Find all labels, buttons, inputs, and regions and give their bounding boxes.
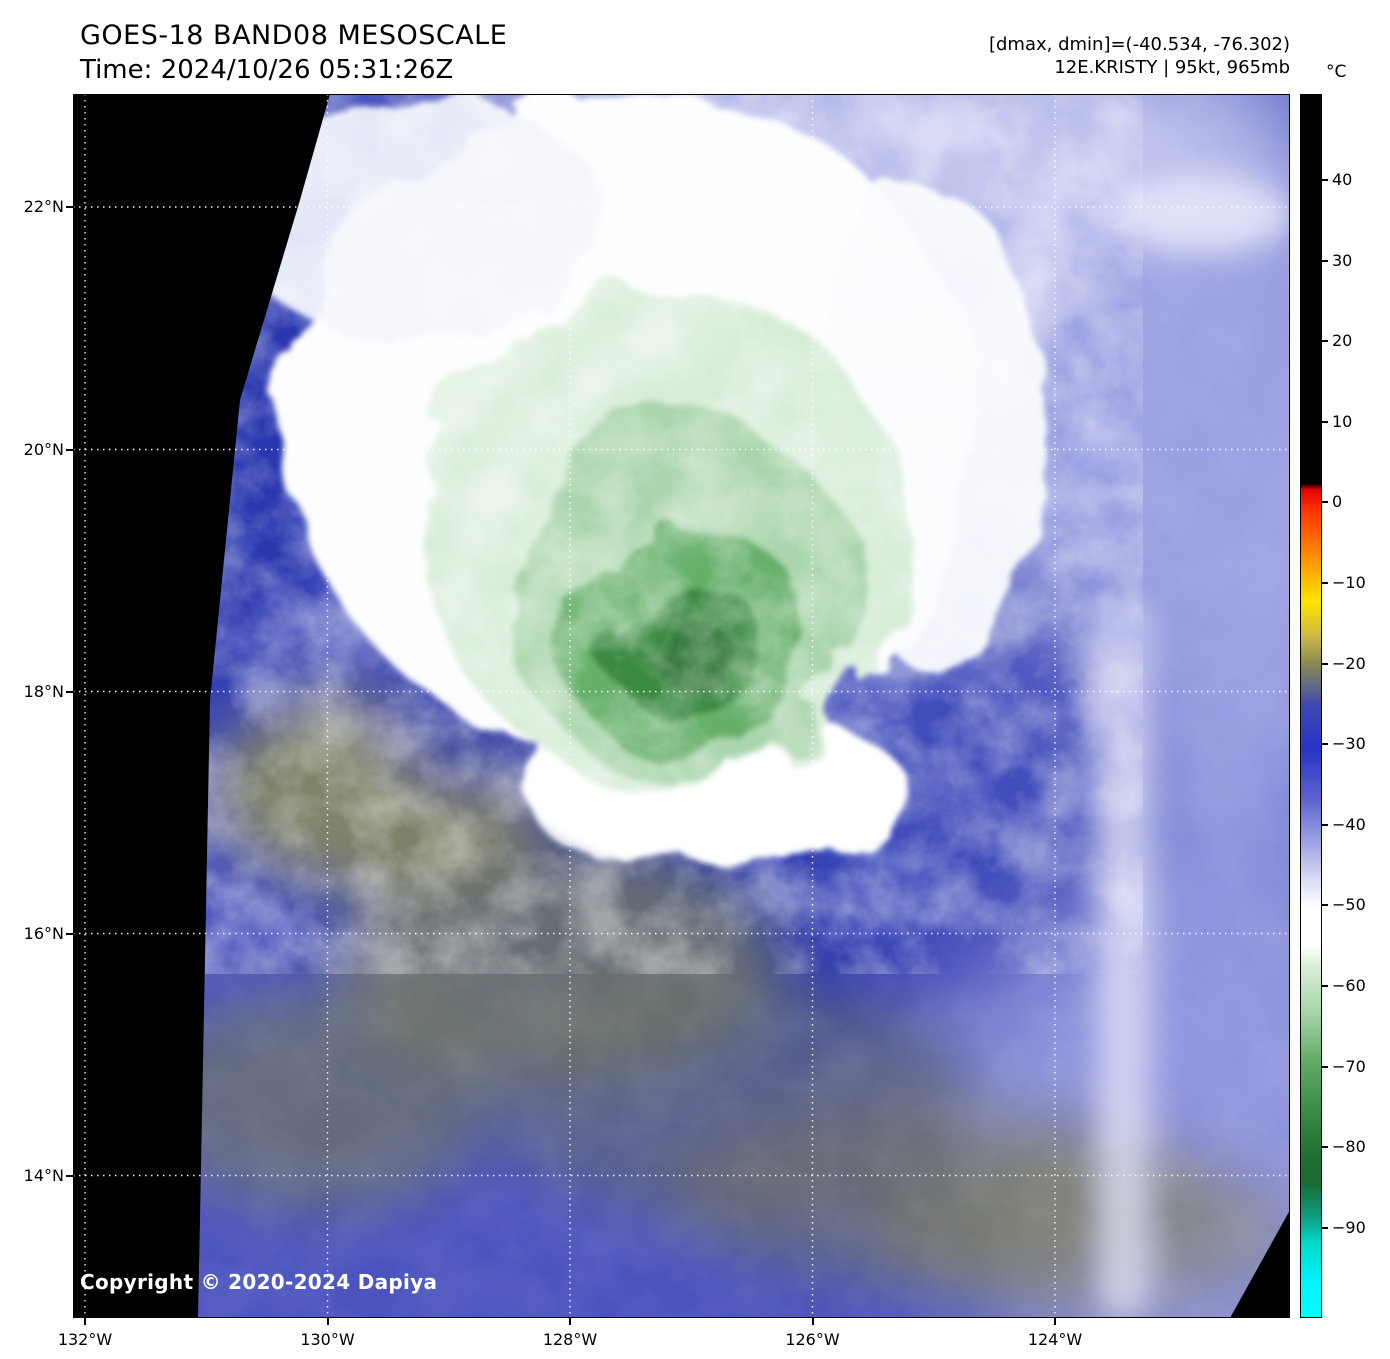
lon-tick-mark <box>569 1318 571 1325</box>
colorbar-tick-mark <box>1322 904 1328 907</box>
copyright-label: Copyright © 2020-2024 Dapiya <box>80 1270 438 1294</box>
colorbar-tick-label: −10 <box>1332 573 1366 592</box>
lat-tick-label: 18°N <box>23 681 64 701</box>
storm-info-label: 12E.KRISTY | 95kt, 965mb <box>1054 57 1290 78</box>
colorbar-tick-mark <box>1322 1065 1328 1068</box>
colorbar-tick-label: 30 <box>1332 250 1353 270</box>
lon-tick-label: 126°W <box>785 1330 840 1349</box>
satellite-map: Copyright © 2020-2024 Dapiya <box>73 94 1290 1318</box>
colorbar-tick-mark <box>1322 501 1328 504</box>
dmax-dmin-label: [dmax, dmin]=(-40.534, -76.302) <box>988 34 1290 55</box>
colorbar-tick-mark <box>1322 420 1328 423</box>
lat-tick-mark <box>66 448 73 451</box>
lon-tick-mark <box>1054 1318 1056 1325</box>
colorbar-tick-mark <box>1322 985 1328 987</box>
colorbar-tick-label: −60 <box>1332 976 1366 995</box>
colorbar-tick-label: 20 <box>1332 331 1353 351</box>
colorbar-tick-mark <box>1322 662 1328 665</box>
lat-tick-mark <box>66 932 73 935</box>
lat-tick-label: 20°N <box>23 439 64 459</box>
satellite-imagery <box>73 94 1290 1318</box>
lat-tick-mark <box>66 1174 73 1177</box>
lon-tick-label: 130°W <box>300 1330 355 1349</box>
colorbar-tick-mark <box>1322 823 1328 826</box>
colorbar-gradient <box>1300 94 1322 1318</box>
colorbar-unit-label: °C <box>1326 62 1347 82</box>
colorbar-tick-mark <box>1322 179 1328 181</box>
colorbar-tick-mark <box>1322 743 1328 746</box>
colorbar-tick-label: 10 <box>1332 411 1353 431</box>
colorbar-tick-label: −50 <box>1332 895 1366 915</box>
colorbar-tick-label: −30 <box>1332 734 1366 754</box>
lon-tick-mark <box>326 1318 329 1325</box>
page-title: GOES-18 BAND08 MESOSCALE <box>80 20 508 51</box>
colorbar-tick-mark <box>1322 1226 1328 1229</box>
colorbar-tick-label: −20 <box>1332 653 1366 673</box>
lat-tick-label: 14°N <box>23 1165 64 1185</box>
colorbar-tick-label: −40 <box>1332 814 1366 834</box>
timestamp-label: Time: 2024/10/26 05:31:26Z <box>80 55 454 85</box>
colorbar-tick-label: −70 <box>1332 1056 1366 1076</box>
colorbar-tick-label: −80 <box>1332 1137 1366 1157</box>
lon-tick-mark <box>811 1318 814 1325</box>
lon-tick-label: 128°W <box>542 1330 598 1349</box>
lon-tick-label: 124°W <box>1027 1330 1083 1349</box>
colorbar-tick-mark <box>1322 259 1328 262</box>
lat-tick-mark <box>66 206 73 208</box>
colorbar-tick-mark <box>1322 1146 1328 1149</box>
lat-tick-label: 16°N <box>23 923 64 943</box>
lon-tick-mark <box>84 1318 86 1325</box>
colorbar-tick-label: 40 <box>1332 170 1353 189</box>
lat-tick-mark <box>66 690 73 693</box>
colorbar-tick-mark <box>1322 582 1328 584</box>
lon-tick-label: 132°W <box>57 1330 113 1349</box>
colorbar-tick-label: −90 <box>1332 1217 1366 1237</box>
colorbar-tick-mark <box>1322 340 1328 343</box>
colorbar-tick-label: 0 <box>1332 492 1343 512</box>
lat-tick-label: 22°N <box>23 197 64 216</box>
